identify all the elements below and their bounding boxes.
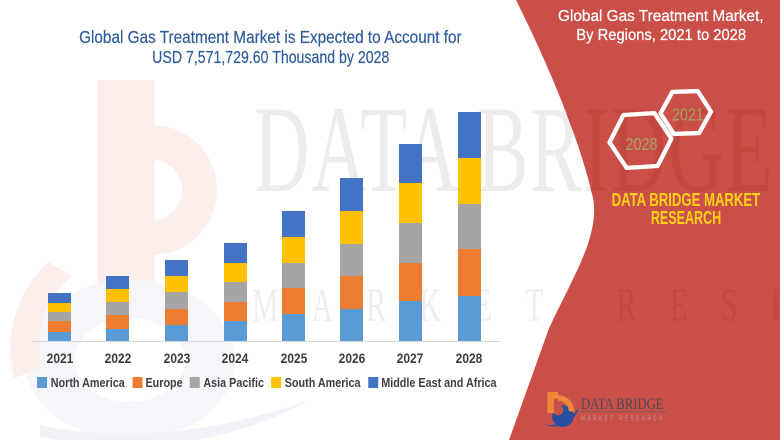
svg-text:DATA BRIDGE: DATA BRIDGE xyxy=(581,396,664,413)
svg-text:2028: 2028 xyxy=(626,134,658,154)
svg-text:MARKET RESEARCH: MARKET RESEARCH xyxy=(581,416,665,423)
svg-text:2021: 2021 xyxy=(672,105,704,125)
